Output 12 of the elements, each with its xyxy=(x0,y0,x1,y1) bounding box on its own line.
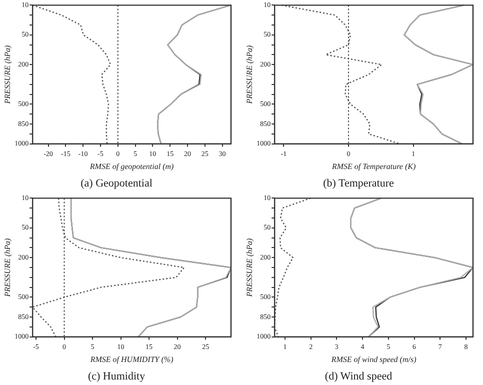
y-axis-title: PRESSURE (hPa) xyxy=(244,44,254,105)
y-axis-title: PRESSURE (hPa) xyxy=(2,44,12,105)
text: (c) Humidity xyxy=(88,370,146,382)
x-axis-title: RMSE of geopotential (m) xyxy=(88,162,174,172)
x-axis-title: RMSE of wind speed (m/s) xyxy=(330,355,417,364)
y-axis-title: PRESSURE (hPa) xyxy=(244,238,254,298)
y-axis-title: PRESSURE (hPa) xyxy=(2,238,12,298)
x-axis-title: RMSE of Temperature (K) xyxy=(330,162,416,172)
text: (a) Geopotential xyxy=(80,177,152,190)
text: (b) Temperature xyxy=(323,177,394,190)
x-axis-title: RMSE of HUMIDITY (%) xyxy=(89,355,174,364)
text: (d) Wind speed xyxy=(324,370,393,382)
